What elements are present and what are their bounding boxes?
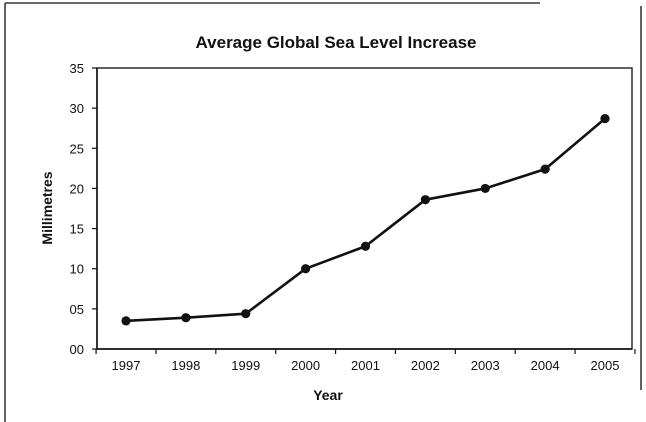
x-tick-label: 2001 [351, 358, 380, 373]
x-tick-label: 1999 [231, 358, 260, 373]
y-tick-label: 30 [70, 101, 84, 116]
x-axis-title: Year [313, 387, 343, 403]
y-tick-label: 10 [70, 262, 84, 277]
y-tick-label: 05 [70, 302, 84, 317]
y-tick-label: 15 [70, 222, 84, 237]
x-tick-label: 2002 [411, 358, 440, 373]
y-tick-label: 00 [70, 342, 84, 357]
data-point [360, 241, 371, 251]
plot-area [96, 67, 633, 350]
data-point [241, 309, 251, 319]
data-point [121, 316, 131, 326]
y-ticks: 00 05 10 15 20 25 30 35 [70, 61, 97, 357]
data-point [480, 183, 490, 194]
x-tick-label: 1998 [171, 358, 200, 373]
x-tick-label: 2003 [471, 358, 500, 373]
data-point [301, 264, 311, 274]
y-tick-label: 35 [70, 61, 84, 76]
series-group [121, 113, 610, 326]
y-tick-label: 20 [70, 181, 84, 196]
x-tick-label: 2000 [291, 358, 320, 373]
data-point [420, 195, 430, 205]
data-point [600, 113, 610, 124]
x-tick-label: 2005 [591, 358, 620, 373]
x-tick-label: 1997 [112, 358, 141, 373]
series-line [125, 117, 606, 323]
y-tick-label: 25 [70, 141, 84, 156]
x-ticks: 1997 1998 1999 2000 2001 2002 2003 2004 2005 [95, 349, 636, 373]
chart-title: Average Global Sea Level Increase [196, 33, 477, 52]
data-point [181, 313, 191, 323]
y-axis-title: Millimetres [39, 171, 55, 244]
data-point [540, 164, 550, 174]
x-tick-label: 2004 [531, 358, 560, 373]
